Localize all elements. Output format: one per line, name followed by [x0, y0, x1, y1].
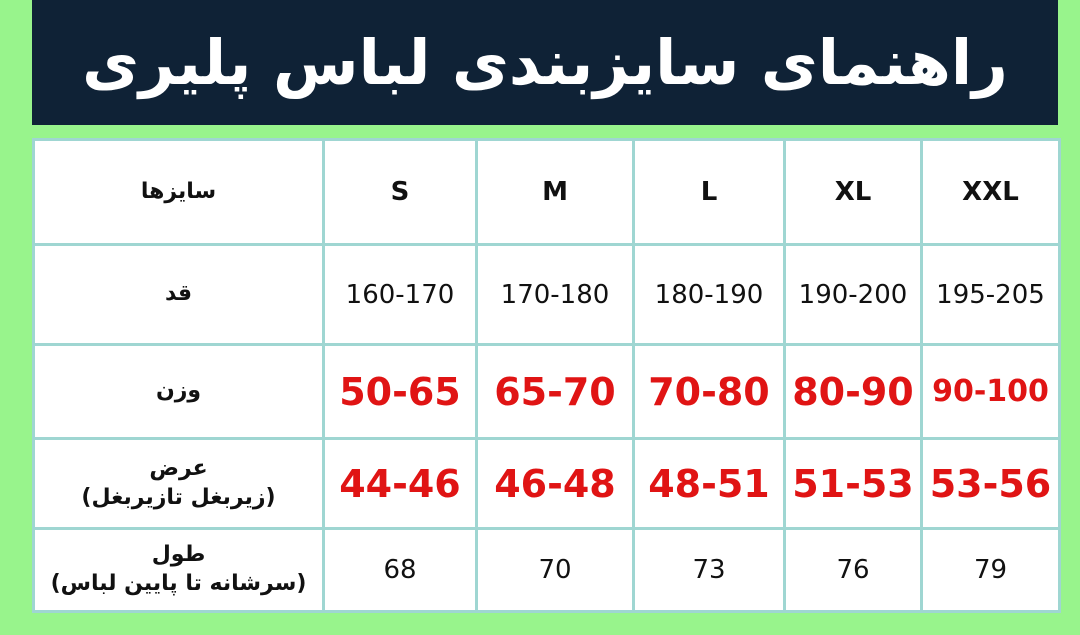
- table-cell: 73: [632, 527, 786, 613]
- table-header-row: سایزها S M L XL XXL: [32, 138, 1061, 246]
- table-cell: 180-190: [632, 243, 786, 346]
- table-cell: 195-205: [920, 243, 1061, 346]
- table-cell: 44-46: [322, 437, 478, 530]
- row-label-length-note: (سرشانه تا پایین لباس): [50, 571, 307, 596]
- table-cell: 70: [475, 527, 635, 613]
- size-chart-table: سایزها S M L XL XXL قد 160-170 170-180 1…: [32, 138, 1061, 613]
- table-row-weight: وزن 50-65 65-70 70-80 80-90 90-100: [32, 343, 1061, 440]
- table-row-height: قد 160-170 170-180 180-190 190-200 195-2…: [32, 243, 1061, 346]
- size-s: S: [322, 138, 478, 246]
- row-label-width-title: عرض: [149, 455, 208, 481]
- size-xxl: XXL: [920, 138, 1061, 246]
- page-title: راهنمای سایزبندی لباس پلیری: [82, 26, 1008, 99]
- table-cell: 65-70: [475, 343, 635, 440]
- table-cell: 80-90: [783, 343, 923, 440]
- table-cell: 79: [920, 527, 1061, 613]
- table-row-length: طول (سرشانه تا پایین لباس) 68 70 73 76 7…: [32, 527, 1061, 613]
- table-cell: 51-53: [783, 437, 923, 530]
- sizes-label: سایزها: [32, 138, 325, 246]
- table-cell: 46-48: [475, 437, 635, 530]
- title-banner: راهنمای سایزبندی لباس پلیری: [32, 0, 1058, 125]
- row-label-length: طول (سرشانه تا پایین لباس): [32, 527, 325, 613]
- table-cell: 160-170: [322, 243, 478, 346]
- table-cell: 90-100: [920, 343, 1061, 440]
- table-cell: 170-180: [475, 243, 635, 346]
- size-m: M: [475, 138, 635, 246]
- size-xl: XL: [783, 138, 923, 246]
- table-cell: 76: [783, 527, 923, 613]
- table-cell: 190-200: [783, 243, 923, 346]
- table-cell: 68: [322, 527, 478, 613]
- row-label-width: عرض (زیربغل تازیربغل): [32, 437, 325, 530]
- row-label-height: قد: [32, 243, 325, 346]
- table-cell: 53-56: [920, 437, 1061, 530]
- table-row-width: عرض (زیربغل تازیربغل) 44-46 46-48 48-51 …: [32, 437, 1061, 530]
- table-cell: 48-51: [632, 437, 786, 530]
- table-cell: 70-80: [632, 343, 786, 440]
- row-label-weight: وزن: [32, 343, 325, 440]
- row-label-width-note: (زیربغل تازیربغل): [81, 484, 276, 510]
- row-label-length-title: طول: [151, 542, 206, 568]
- table-cell: 50-65: [322, 343, 478, 440]
- size-l: L: [632, 138, 786, 246]
